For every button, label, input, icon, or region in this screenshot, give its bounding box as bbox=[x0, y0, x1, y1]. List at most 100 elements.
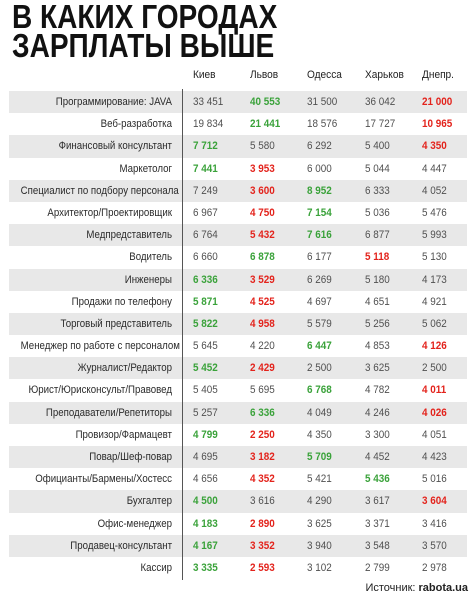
salary-cell: 5 400 bbox=[365, 140, 390, 153]
salary-cell: 2 500 bbox=[307, 362, 332, 375]
salary-cell: 40 553 bbox=[250, 96, 281, 108]
profession-label: Кассир bbox=[140, 561, 172, 574]
profession-label: Бухгалтер bbox=[126, 495, 172, 508]
salary-cell: 4 525 bbox=[250, 295, 275, 308]
salary-cell: 5 036 bbox=[365, 206, 390, 219]
salary-cell: 5 871 bbox=[193, 295, 218, 308]
salary-cell: 7 616 bbox=[307, 229, 332, 242]
salary-cell: 7 712 bbox=[193, 140, 218, 153]
salary-cell: 3 102 bbox=[307, 561, 332, 574]
salary-cell: 8 952 bbox=[307, 184, 332, 197]
profession-label: Менеджер по работе с персоналом bbox=[20, 340, 180, 353]
salary-cell: 2 890 bbox=[250, 517, 275, 530]
salary-cell: 3 335 bbox=[193, 561, 218, 574]
salary-cell: 4 126 bbox=[422, 340, 447, 353]
salary-cell: 3 600 bbox=[250, 184, 275, 197]
salary-cell: 5 452 bbox=[193, 362, 218, 375]
salary-cell: 5 993 bbox=[422, 229, 447, 242]
profession-label: Провизор/Фармацевт bbox=[75, 428, 172, 441]
table-row: Финансовый консультант 7 712 5 580 6 292 5 4… bbox=[0, 135, 474, 158]
profession-label: Маркетолог bbox=[119, 162, 172, 175]
salary-cell: 4 958 bbox=[250, 317, 275, 330]
profession-label: Офис-менеджер bbox=[97, 517, 172, 530]
salary-cell: 5 130 bbox=[422, 251, 447, 264]
salary-cell: 3 940 bbox=[307, 539, 332, 552]
profession-label: Архитектор/Проектировщик bbox=[47, 206, 173, 219]
table-row: Архитектор/Проектировщик 6 967 4 750 7 154 5… bbox=[0, 202, 474, 224]
salary-cell: 6 768 bbox=[307, 384, 332, 397]
table-row: Специалист по подбору персонала 7 249 3 60… bbox=[0, 179, 474, 203]
salary-cell: 3 300 bbox=[365, 428, 390, 441]
profession-label: Продавец-консультант bbox=[70, 539, 172, 552]
salary-cell: 7 154 bbox=[307, 206, 332, 219]
salary-cell: 5 421 bbox=[307, 473, 332, 486]
salary-cell: 2 799 bbox=[365, 561, 390, 574]
table-row: Провизор/Фармацевт 4 799 2 250 4 350 3 300 4 … bbox=[0, 424, 474, 446]
table-row: Медпредставитель 6 764 5 432 7 616 6 877 5 99… bbox=[0, 224, 474, 247]
salary-cell: 5 436 bbox=[365, 473, 390, 486]
salary-cell: 6 764 bbox=[193, 229, 218, 242]
table-row: Торговый представитель 5 822 4 958 5 579 5 2… bbox=[0, 312, 474, 336]
table-row: Маркетолог 7 441 3 953 6 000 5 044 4 447 bbox=[0, 158, 474, 180]
salary-cell: 4 697 bbox=[307, 295, 332, 308]
page-title: В КАКИХ ГОРОДАХ ЗАРПЛАТЫ ВЫШЕ bbox=[12, 0, 277, 64]
salary-cell: 5 822 bbox=[193, 317, 218, 330]
salary-cell: 4 220 bbox=[250, 340, 275, 353]
salary-cell: 3 548 bbox=[365, 539, 390, 552]
salary-cell: 6 336 bbox=[250, 406, 275, 419]
salary-cell: 31 500 bbox=[307, 96, 338, 108]
salary-cell: 4 049 bbox=[307, 406, 332, 419]
profession-label: Официанты/Бармены/Хостесс bbox=[35, 473, 173, 486]
salary-cell: 3 604 bbox=[422, 495, 447, 508]
salary-cell: 4 246 bbox=[365, 406, 390, 419]
salary-cell: 5 476 bbox=[422, 206, 447, 219]
salary-cell: 5 709 bbox=[307, 451, 332, 463]
profession-label: Продажи по телефону bbox=[71, 295, 172, 308]
column-header-kyiv: Киев bbox=[193, 69, 216, 81]
salary-cell: 5 695 bbox=[250, 384, 275, 397]
salary-cell: 3 371 bbox=[365, 517, 390, 530]
salary-cell: 3 182 bbox=[250, 451, 275, 463]
salary-cell: 10 965 bbox=[422, 118, 453, 131]
table-row: Официанты/Бармены/Хостесс 4 656 4 352 5 421… bbox=[0, 468, 474, 490]
table-row: Инженеры 6 336 3 529 6 269 5 180 4 173 bbox=[0, 268, 474, 291]
salary-cell: 4 782 bbox=[365, 384, 390, 397]
table-row: Программирование: JAVA 33 451 40 553 31 500… bbox=[0, 91, 474, 114]
profession-label: Финансовый консультант bbox=[58, 140, 172, 153]
profession-label: Преподаватели/Репетиторы bbox=[45, 406, 173, 419]
title-line: ЗАРПЛАТЫ ВЫШЕ bbox=[12, 27, 275, 64]
salary-cell: 5 257 bbox=[193, 406, 218, 419]
salary-cell: 4 026 bbox=[422, 406, 447, 419]
salary-cell: 21 441 bbox=[250, 118, 281, 131]
salary-cell: 4 183 bbox=[193, 517, 218, 530]
table-row: Повар/Шеф-повар 4 695 3 182 5 709 4 452 4 423 bbox=[0, 446, 474, 469]
table-row: Журналист/Редактор 5 452 2 429 2 500 3 625 2 … bbox=[0, 357, 474, 380]
table-row: Преподаватели/Репетиторы 5 257 6 336 4 049 4… bbox=[0, 401, 474, 425]
profession-label: Инженеры bbox=[124, 273, 172, 286]
table-row: Юрист/Юрисконсульт/Правовед 5 405 5 695 6 7… bbox=[0, 379, 474, 401]
profession-label: Водитель bbox=[129, 251, 172, 264]
salary-cell: 6 336 bbox=[193, 273, 218, 286]
table-row: Кассир 3 335 2 593 3 102 2 799 2 978 bbox=[0, 557, 474, 579]
salary-cell: 4 651 bbox=[365, 295, 390, 308]
salary-cell: 5 180 bbox=[365, 273, 390, 286]
salary-cell: 4 052 bbox=[422, 184, 447, 197]
salary-cell: 5 405 bbox=[193, 384, 218, 397]
salary-cell: 5 062 bbox=[422, 317, 447, 330]
profession-label: Журналист/Редактор bbox=[77, 362, 172, 375]
salary-cell: 7 249 bbox=[193, 184, 218, 197]
salary-cell: 2 429 bbox=[250, 362, 275, 375]
salary-cell: 18 576 bbox=[307, 118, 338, 131]
salary-cell: 6 177 bbox=[307, 251, 332, 264]
salary-cell: 5 256 bbox=[365, 317, 390, 330]
table-row: Веб-разработка 19 834 21 441 18 576 17 727 10… bbox=[0, 113, 474, 135]
salary-cell: 6 292 bbox=[307, 140, 332, 153]
table-row: Менеджер по работе с персоналом 5 645 4 22… bbox=[0, 335, 474, 357]
salary-cell: 4 853 bbox=[365, 340, 390, 353]
salary-cell: 3 625 bbox=[307, 517, 332, 530]
salary-cell: 6 878 bbox=[250, 251, 275, 264]
profession-label: Торговый представитель bbox=[60, 317, 173, 330]
profession-label: Программирование: JAVA bbox=[55, 96, 172, 108]
salary-cell: 6 967 bbox=[193, 206, 218, 219]
